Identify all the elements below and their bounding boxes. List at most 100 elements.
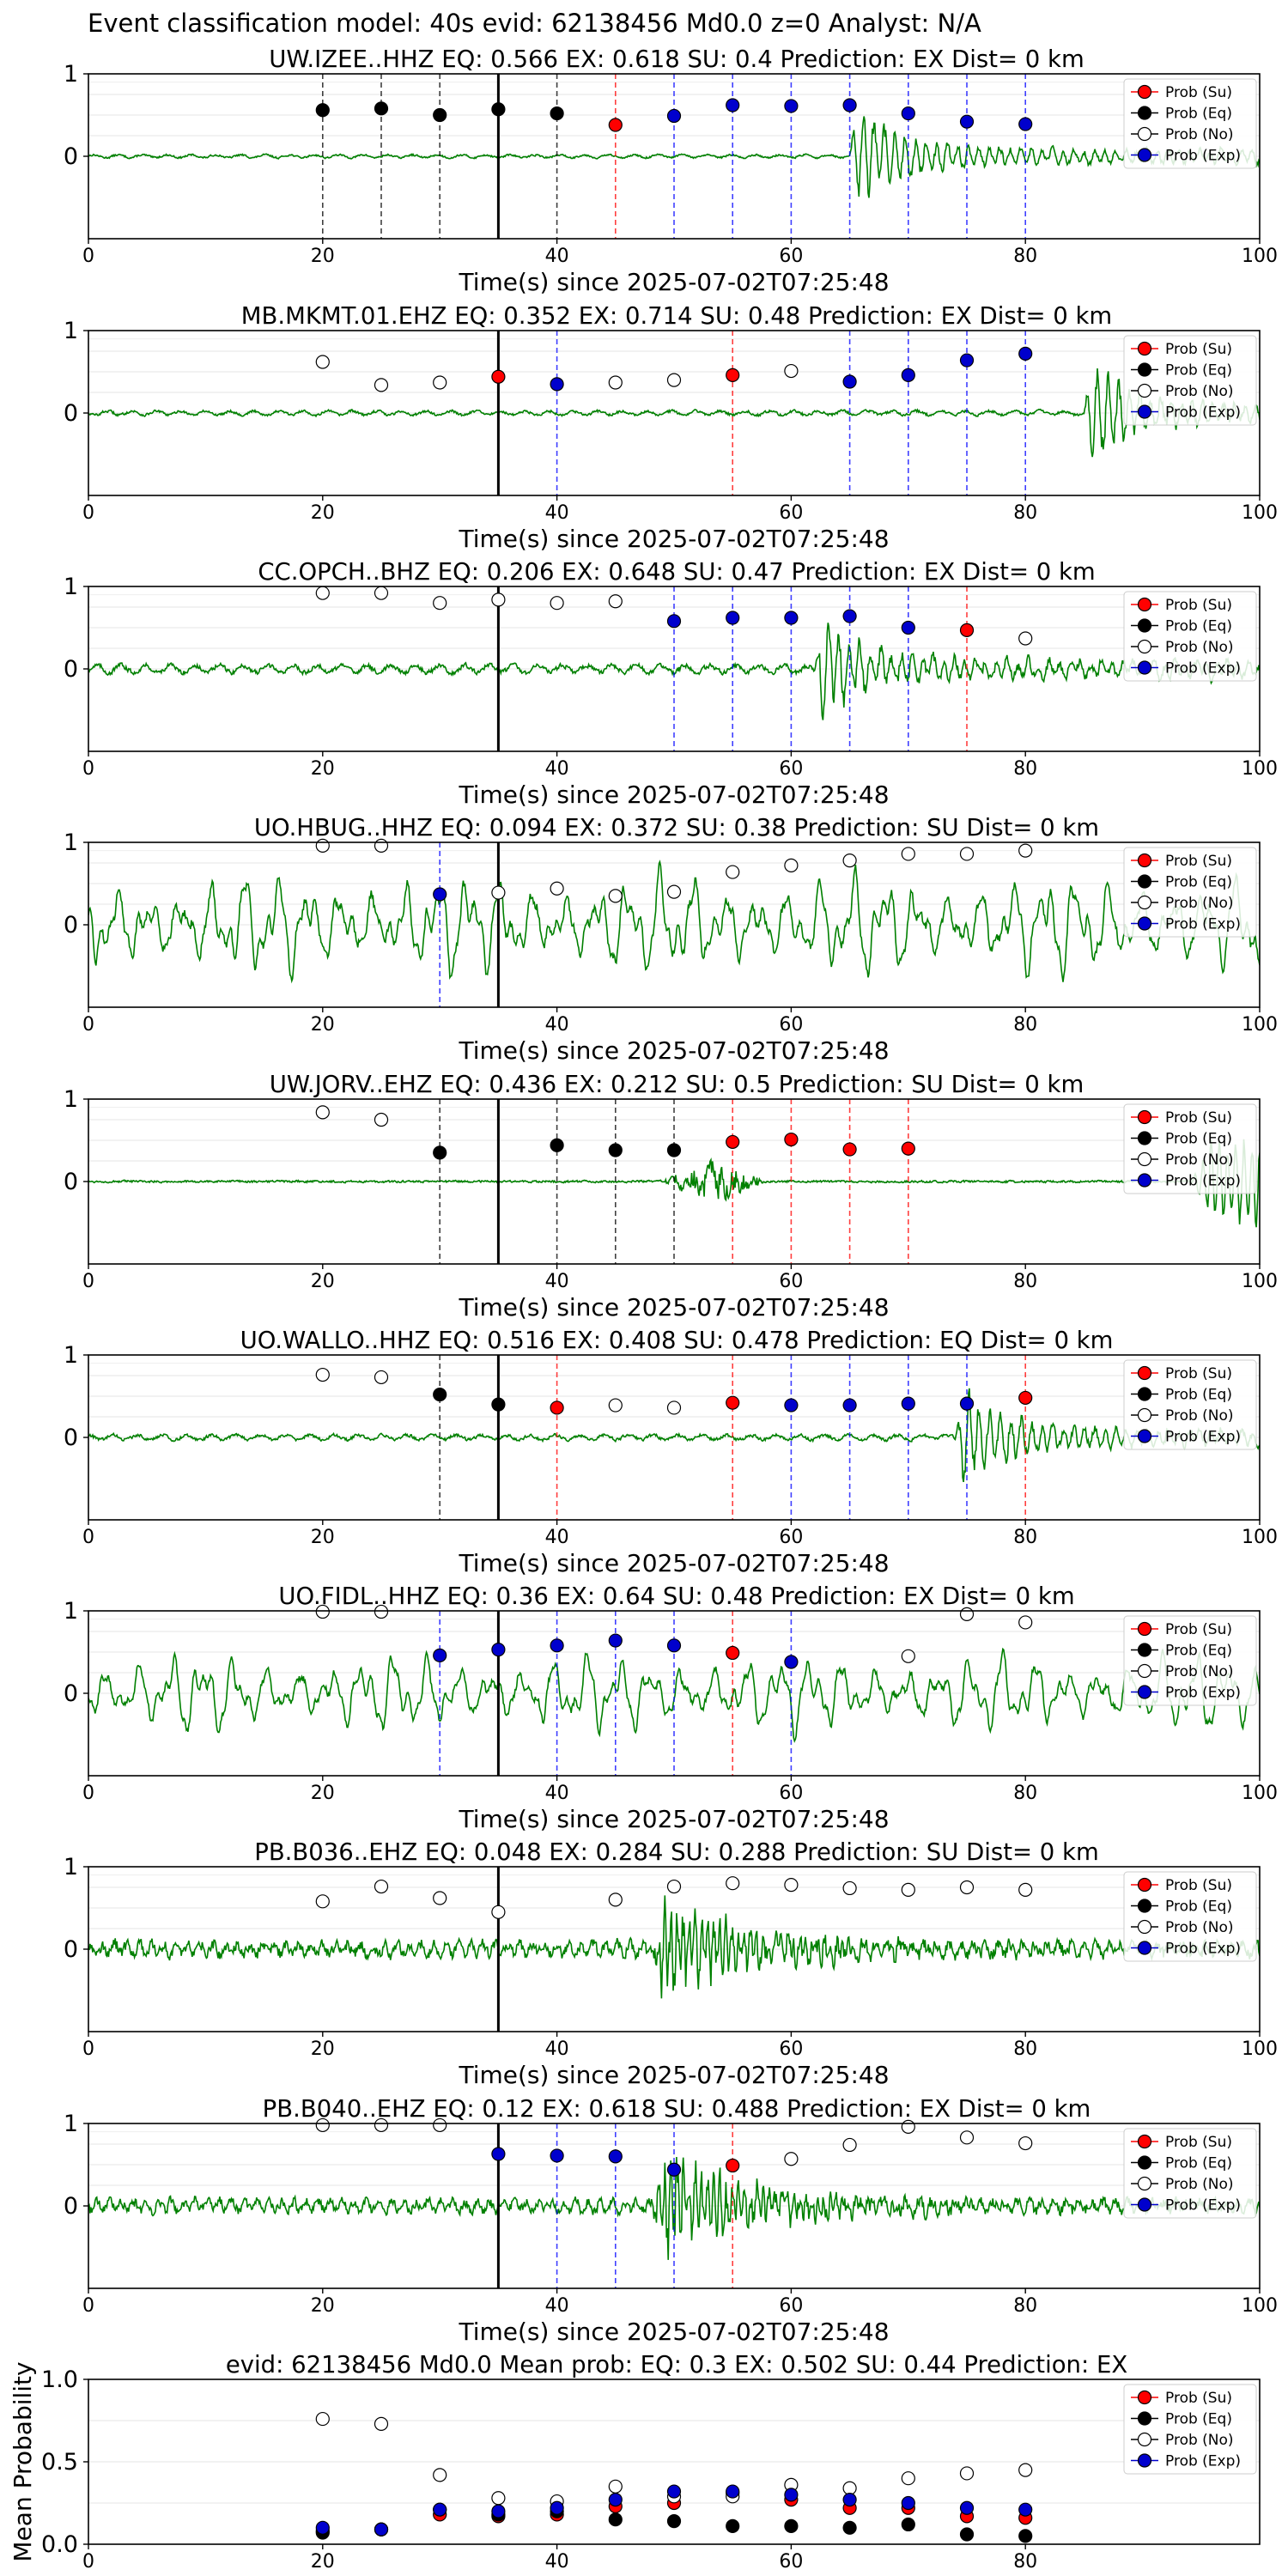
x-tick-label: 0 bbox=[82, 1271, 94, 1292]
mean-prob-marker-exp bbox=[666, 2484, 682, 2499]
x-tick-label: 60 bbox=[779, 1527, 803, 1548]
prob-marker-exp bbox=[726, 611, 740, 625]
mean-prob-marker-exp bbox=[608, 2493, 623, 2507]
mean-prob-marker-exp bbox=[784, 2488, 799, 2502]
prob-marker-exp bbox=[1018, 346, 1033, 361]
x-tick-label: 20 bbox=[311, 1014, 335, 1036]
legend-label: Prob (Exp) bbox=[1165, 916, 1241, 933]
prob-marker-exp bbox=[550, 1638, 564, 1653]
legend-label: Prob (Su) bbox=[1165, 1621, 1232, 1638]
x-tick-label: 80 bbox=[1013, 758, 1037, 780]
legend-label: Prob (No) bbox=[1165, 895, 1234, 912]
mean-prob-marker-eq bbox=[608, 2512, 623, 2527]
x-tick-label: 20 bbox=[311, 2551, 335, 2573]
prob-marker-no bbox=[374, 1604, 389, 1619]
legend-label: Prob (Su) bbox=[1165, 1877, 1232, 1894]
legend: Prob (Su) Prob (Eq) Prob (No) Prob (Exp) bbox=[1123, 335, 1257, 426]
y-tick-label: 1 bbox=[64, 1854, 78, 1880]
x-tick-label: 40 bbox=[545, 502, 569, 524]
x-tick-label: 0 bbox=[82, 2038, 94, 2060]
prob-marker-no bbox=[315, 355, 330, 369]
prob-marker-exp bbox=[784, 611, 799, 625]
prob-marker-no bbox=[315, 1367, 330, 1382]
prob-marker-no bbox=[374, 586, 389, 600]
x-tick-label: 100 bbox=[1242, 1014, 1278, 1036]
mean-prob-marker-exp bbox=[959, 2500, 975, 2515]
legend-label: Prob (Exp) bbox=[1165, 1941, 1241, 1958]
prob-marker-no bbox=[433, 375, 447, 390]
legend-marker-no bbox=[1137, 1919, 1152, 1935]
prob-marker-no bbox=[842, 1880, 857, 1896]
prob-marker-exp bbox=[784, 99, 799, 113]
legend-label: Prob (No) bbox=[1165, 1407, 1234, 1425]
legend-label: Prob (No) bbox=[1165, 639, 1234, 656]
legend-marker-exp bbox=[1137, 1429, 1152, 1443]
legend-label: Prob (Exp) bbox=[1165, 1429, 1241, 1446]
prob-marker-exp bbox=[901, 620, 915, 635]
subplot-7: 0 20 40 60 80 100 0 1 UO.FIDL..HHZ EQ: 0.36 EX: … bbox=[64, 1583, 1278, 1833]
legend: Prob (Su) Prob (Eq) Prob (No) Prob (Exp) bbox=[1123, 2128, 1257, 2219]
legend-label: Prob (Exp) bbox=[1165, 2453, 1241, 2470]
subplot-title: UO.WALLO..HHZ EQ: 0.516 EX: 0.408 SU: 0.… bbox=[240, 1327, 1114, 1354]
x-axis-label: Time(s) since 2025-07-02T07:25:48 bbox=[458, 1036, 889, 1065]
prob-marker-no bbox=[666, 1879, 682, 1894]
mean-prob-marker-exp bbox=[433, 2502, 447, 2517]
legend-label: Prob (No) bbox=[1165, 1151, 1234, 1169]
legend-label: Prob (Su) bbox=[1165, 597, 1232, 614]
legend-label: Prob (Su) bbox=[1165, 1109, 1232, 1127]
prob-marker-no bbox=[608, 1893, 623, 1907]
prob-marker-exp bbox=[901, 106, 915, 121]
legend-marker-su bbox=[1137, 853, 1152, 868]
prob-marker-no bbox=[374, 1112, 389, 1127]
prob-marker-exp bbox=[550, 377, 564, 392]
legend-label: Prob (Eq) bbox=[1165, 1643, 1232, 1660]
legend-box bbox=[1123, 1871, 1257, 1962]
y-tick-label: 0 bbox=[64, 2193, 78, 2220]
x-tick-label: 0 bbox=[82, 758, 94, 780]
x-tick-label: 40 bbox=[545, 246, 569, 267]
legend-label: Prob (Eq) bbox=[1165, 1387, 1232, 1404]
legend: Prob (Su) Prob (Eq) Prob (No) Prob (Exp) bbox=[1123, 1871, 1257, 1962]
prob-marker-eq bbox=[550, 106, 564, 121]
mean-prob-marker-no bbox=[901, 2471, 915, 2486]
y-tick-label: 0 bbox=[64, 1425, 78, 1451]
mean-prob-marker-exp bbox=[550, 2500, 564, 2515]
x-axis-label: Time(s) since 2025-07-02T07:25:48 bbox=[458, 2318, 889, 2346]
prob-marker-eq bbox=[433, 107, 447, 123]
prob-marker-su bbox=[726, 1134, 740, 1150]
subplot-9: 0 20 40 60 80 100 0 1 PB.B040..EHZ EQ: 0.12 EX: … bbox=[64, 2095, 1278, 2346]
legend-box bbox=[1123, 591, 1257, 682]
legend-marker-su bbox=[1137, 341, 1152, 356]
prob-marker-su bbox=[726, 2158, 740, 2173]
subplot-title: UW.JORV..EHZ EQ: 0.436 EX: 0.212 SU: 0.5… bbox=[270, 1071, 1084, 1098]
legend-box bbox=[1123, 847, 1257, 938]
prob-marker-exp bbox=[901, 368, 915, 382]
legend: Prob (Su) Prob (Eq) Prob (No) Prob (Exp) bbox=[1123, 1359, 1257, 1450]
prob-marker-exp bbox=[784, 1655, 799, 1669]
prob-marker-exp bbox=[491, 2147, 506, 2161]
prob-marker-no bbox=[784, 2152, 799, 2166]
y-tick-label: 0 bbox=[64, 656, 78, 683]
mean-prob-marker-eq bbox=[726, 2518, 740, 2533]
waveform-trace bbox=[88, 368, 1260, 458]
x-tick-label: 100 bbox=[1242, 1783, 1278, 1804]
x-axis-label: Time(s) since 2025-07-02T07:25:48 bbox=[458, 525, 889, 553]
legend-label: Prob (Exp) bbox=[1165, 660, 1241, 677]
mean-prob-marker-eq bbox=[842, 2520, 857, 2535]
y-axis-label: Mean Probability bbox=[9, 2361, 37, 2561]
prob-marker-exp bbox=[433, 1648, 447, 1662]
mean-prob-marker-exp bbox=[901, 2495, 915, 2511]
prob-marker-no bbox=[726, 865, 740, 879]
y-tick-label: 1 bbox=[64, 1086, 78, 1113]
prob-marker-no bbox=[374, 1879, 389, 1894]
x-tick-label: 100 bbox=[1242, 1527, 1278, 1548]
legend-label: Prob (No) bbox=[1165, 383, 1234, 400]
mean-prob-marker-no bbox=[608, 2479, 623, 2494]
subplot-title: UW.IZEE..HHZ EQ: 0.566 EX: 0.618 SU: 0.4… bbox=[269, 46, 1084, 73]
prob-marker-eq bbox=[491, 1397, 506, 1412]
legend: Prob (Su) Prob (Eq) Prob (No) Prob (Exp) bbox=[1123, 78, 1257, 169]
legend-marker-su bbox=[1137, 1109, 1152, 1125]
mean-prob-marker-exp bbox=[374, 2522, 389, 2537]
legend-label: Prob (Eq) bbox=[1165, 618, 1232, 635]
x-axis-label: Time(s) since 2025-07-02T07:25:48 bbox=[458, 2061, 889, 2089]
